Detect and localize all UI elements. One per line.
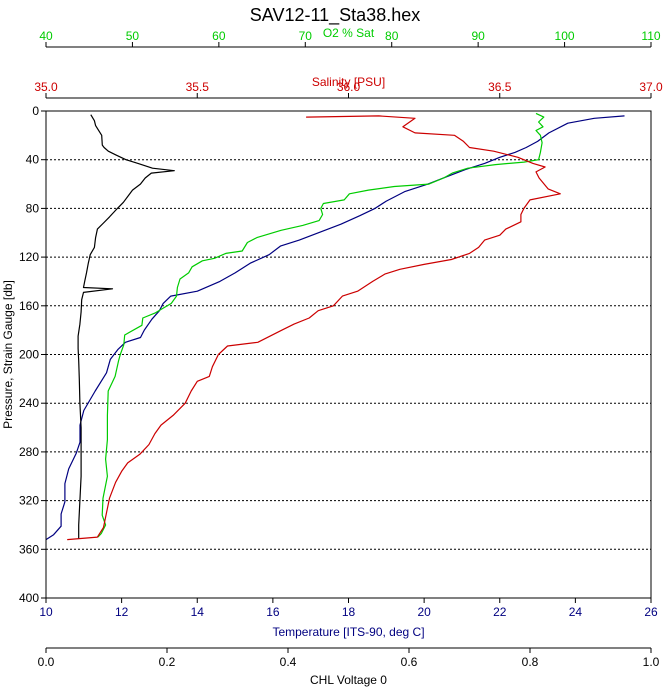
- o2-tick-label: 70: [299, 29, 313, 43]
- chl-tick-label: 0.8: [522, 655, 539, 669]
- temperature-axis-label: Temperature [ITS-90, deg C]: [272, 625, 424, 639]
- y-tick-label: 120: [19, 250, 39, 264]
- salinity-series-line: [67, 115, 561, 541]
- y-tick-label: 320: [19, 494, 39, 508]
- temperature-tick-label: 26: [644, 605, 658, 619]
- o2-series-line: [97, 112, 545, 538]
- y-axis-label: Pressure, Strain Gauge [db]: [1, 280, 15, 429]
- chart-title: SAV12-11_Sta38.hex: [250, 5, 420, 26]
- temperature-tick-label: 16: [266, 605, 280, 619]
- salinity-tick-label: 35.5: [186, 80, 210, 94]
- temperature-tick-label: 18: [342, 605, 356, 619]
- temperature-tick-label: 12: [115, 605, 129, 619]
- temperature-tick-label: 24: [569, 605, 583, 619]
- salinity-tick-label: 36.5: [488, 80, 512, 94]
- y-tick-label: 280: [19, 445, 39, 459]
- series-layer: [45, 112, 625, 541]
- y-tick-label: 240: [19, 396, 39, 410]
- chl-tick-label: 0.2: [159, 655, 176, 669]
- y-tick-label: 400: [19, 591, 39, 605]
- chl-tick-label: 0.6: [401, 655, 418, 669]
- y-tick-label: 0: [32, 104, 39, 118]
- y-tick-label: 360: [19, 542, 39, 556]
- y-tick-label: 40: [26, 153, 40, 167]
- chl-tick-label: 0.4: [280, 655, 297, 669]
- y-tick-label: 200: [19, 348, 39, 362]
- temperature-tick-label: 10: [39, 605, 53, 619]
- o2-tick-label: 100: [555, 29, 575, 43]
- temperature-tick-label: 22: [493, 605, 507, 619]
- salinity-tick-label: 36.0: [337, 80, 361, 94]
- plot-frame: [45, 110, 652, 599]
- chl-tick-label: 0.0: [38, 655, 55, 669]
- y-tick-label: 160: [19, 299, 39, 313]
- o2-tick-label: 40: [39, 29, 53, 43]
- chl-axis-label: CHL Voltage 0: [310, 673, 387, 687]
- salinity-tick-label: 35.0: [34, 80, 58, 94]
- o2-axis-label: O2 % Sat: [323, 26, 375, 40]
- temperature-tick-label: 20: [417, 605, 431, 619]
- temperature-series-line: [45, 115, 625, 541]
- o2-tick-label: 90: [471, 29, 485, 43]
- salinity-tick-label: 37.0: [639, 80, 663, 94]
- o2-tick-label: 60: [212, 29, 226, 43]
- chl-tick-label: 1.0: [643, 655, 660, 669]
- o2-tick-label: 110: [641, 29, 660, 43]
- o2-tick-label: 80: [385, 29, 399, 43]
- salinity-axis-label: Salinity [PSU]: [312, 75, 385, 89]
- o2-tick-label: 50: [126, 29, 140, 43]
- temperature-tick-label: 14: [191, 605, 205, 619]
- gridlines: [46, 159, 651, 550]
- y-tick-label: 80: [26, 201, 40, 215]
- chl-series-line: [77, 114, 175, 539]
- axes-layer: 0 40 80 120 160 200 240 280 320 360 400 Pressure, S…: [1, 26, 663, 687]
